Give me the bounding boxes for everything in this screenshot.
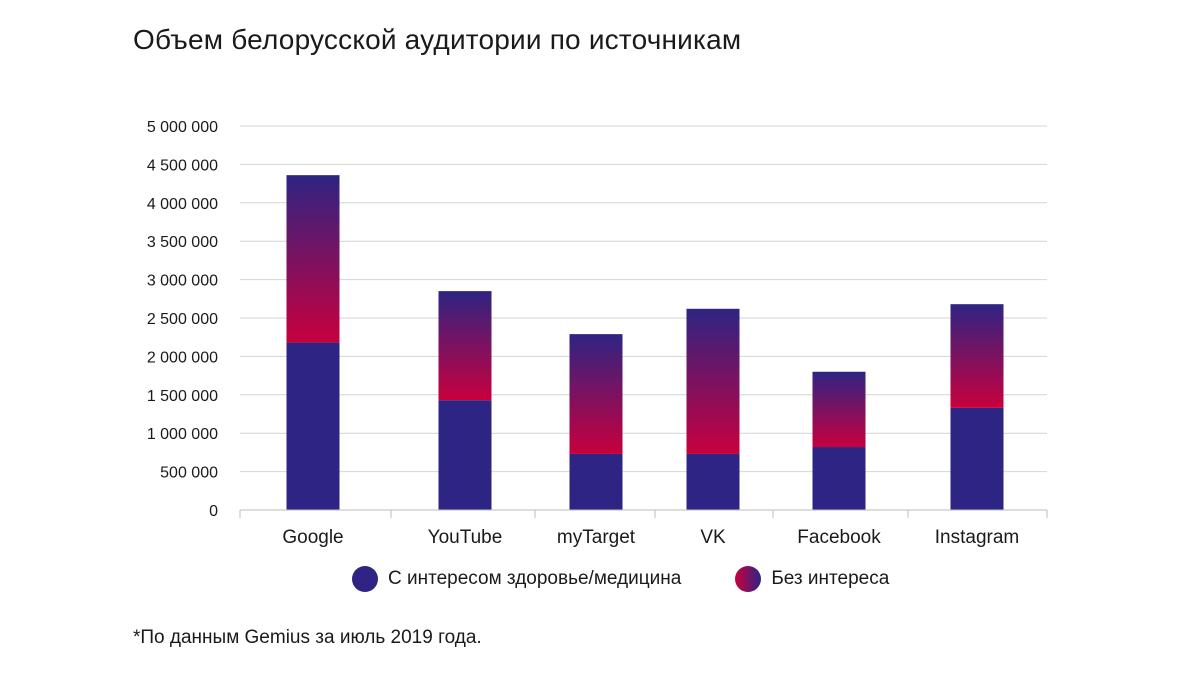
- y-tick-label: 1 000 000: [147, 426, 218, 443]
- bar-segment-no-interest: [686, 308, 740, 454]
- bar-segment-interest: [950, 407, 1004, 510]
- footnote: *По данным Gemius за июль 2019 года.: [133, 627, 482, 648]
- y-tick-label: 2 000 000: [147, 349, 218, 366]
- x-axis: Google YouTube myTarget VK Facebook Instagram: [239, 509, 1048, 548]
- x-category-label: Instagram: [935, 527, 1019, 548]
- x-category-label: VK: [700, 527, 726, 548]
- bar-segment-no-interest: [950, 304, 1004, 408]
- bar-segment-no-interest: [569, 334, 623, 454]
- bar-segment-no-interest: [286, 175, 340, 343]
- legend-label-no-interest: Без интереса: [771, 568, 890, 589]
- bar-segment-interest: [569, 453, 623, 510]
- y-tick-label: 0: [209, 503, 218, 520]
- bar-segment-no-interest: [812, 371, 866, 448]
- bar-segment-interest: [686, 453, 740, 510]
- legend-swatch-interest: [352, 566, 378, 592]
- y-tick-label: 2 500 000: [147, 311, 218, 328]
- bars: [286, 175, 1004, 510]
- chart-title: Объем белорусской аудитории по источника…: [133, 24, 742, 55]
- y-tick-label: 500 000: [160, 465, 218, 482]
- x-category-label: Google: [282, 527, 343, 548]
- x-category-label: myTarget: [557, 527, 636, 548]
- y-tick-label: 4 500 000: [147, 157, 218, 174]
- y-tick-label: 5 000 000: [147, 119, 218, 136]
- x-category-label: YouTube: [428, 527, 503, 548]
- legend-item-no-interest: Без интереса: [735, 566, 889, 592]
- bar-segment-no-interest: [438, 291, 492, 401]
- legend-swatch-no-interest: [735, 566, 762, 592]
- legend-label-interest: С интересом здоровье/медицина: [388, 568, 682, 589]
- bar-segment-interest: [438, 400, 492, 510]
- bar-segment-interest: [812, 447, 866, 510]
- gridlines: [240, 125, 1047, 473]
- y-tick-label: 4 000 000: [147, 196, 218, 213]
- x-category-label: Facebook: [797, 527, 881, 548]
- y-tick-label: 3 000 000: [147, 273, 218, 290]
- y-tick-label: 1 500 000: [147, 388, 218, 405]
- legend: С интересом здоровье/медицина Без интере…: [352, 566, 889, 592]
- legend-item-interest: С интересом здоровье/медицина: [352, 566, 681, 592]
- y-tick-label: 3 500 000: [147, 234, 218, 251]
- bar-segment-interest: [286, 342, 340, 510]
- y-axis-ticks: 0 500 000 1 000 000 1 500 000 2 000 000 2 500…: [147, 119, 218, 520]
